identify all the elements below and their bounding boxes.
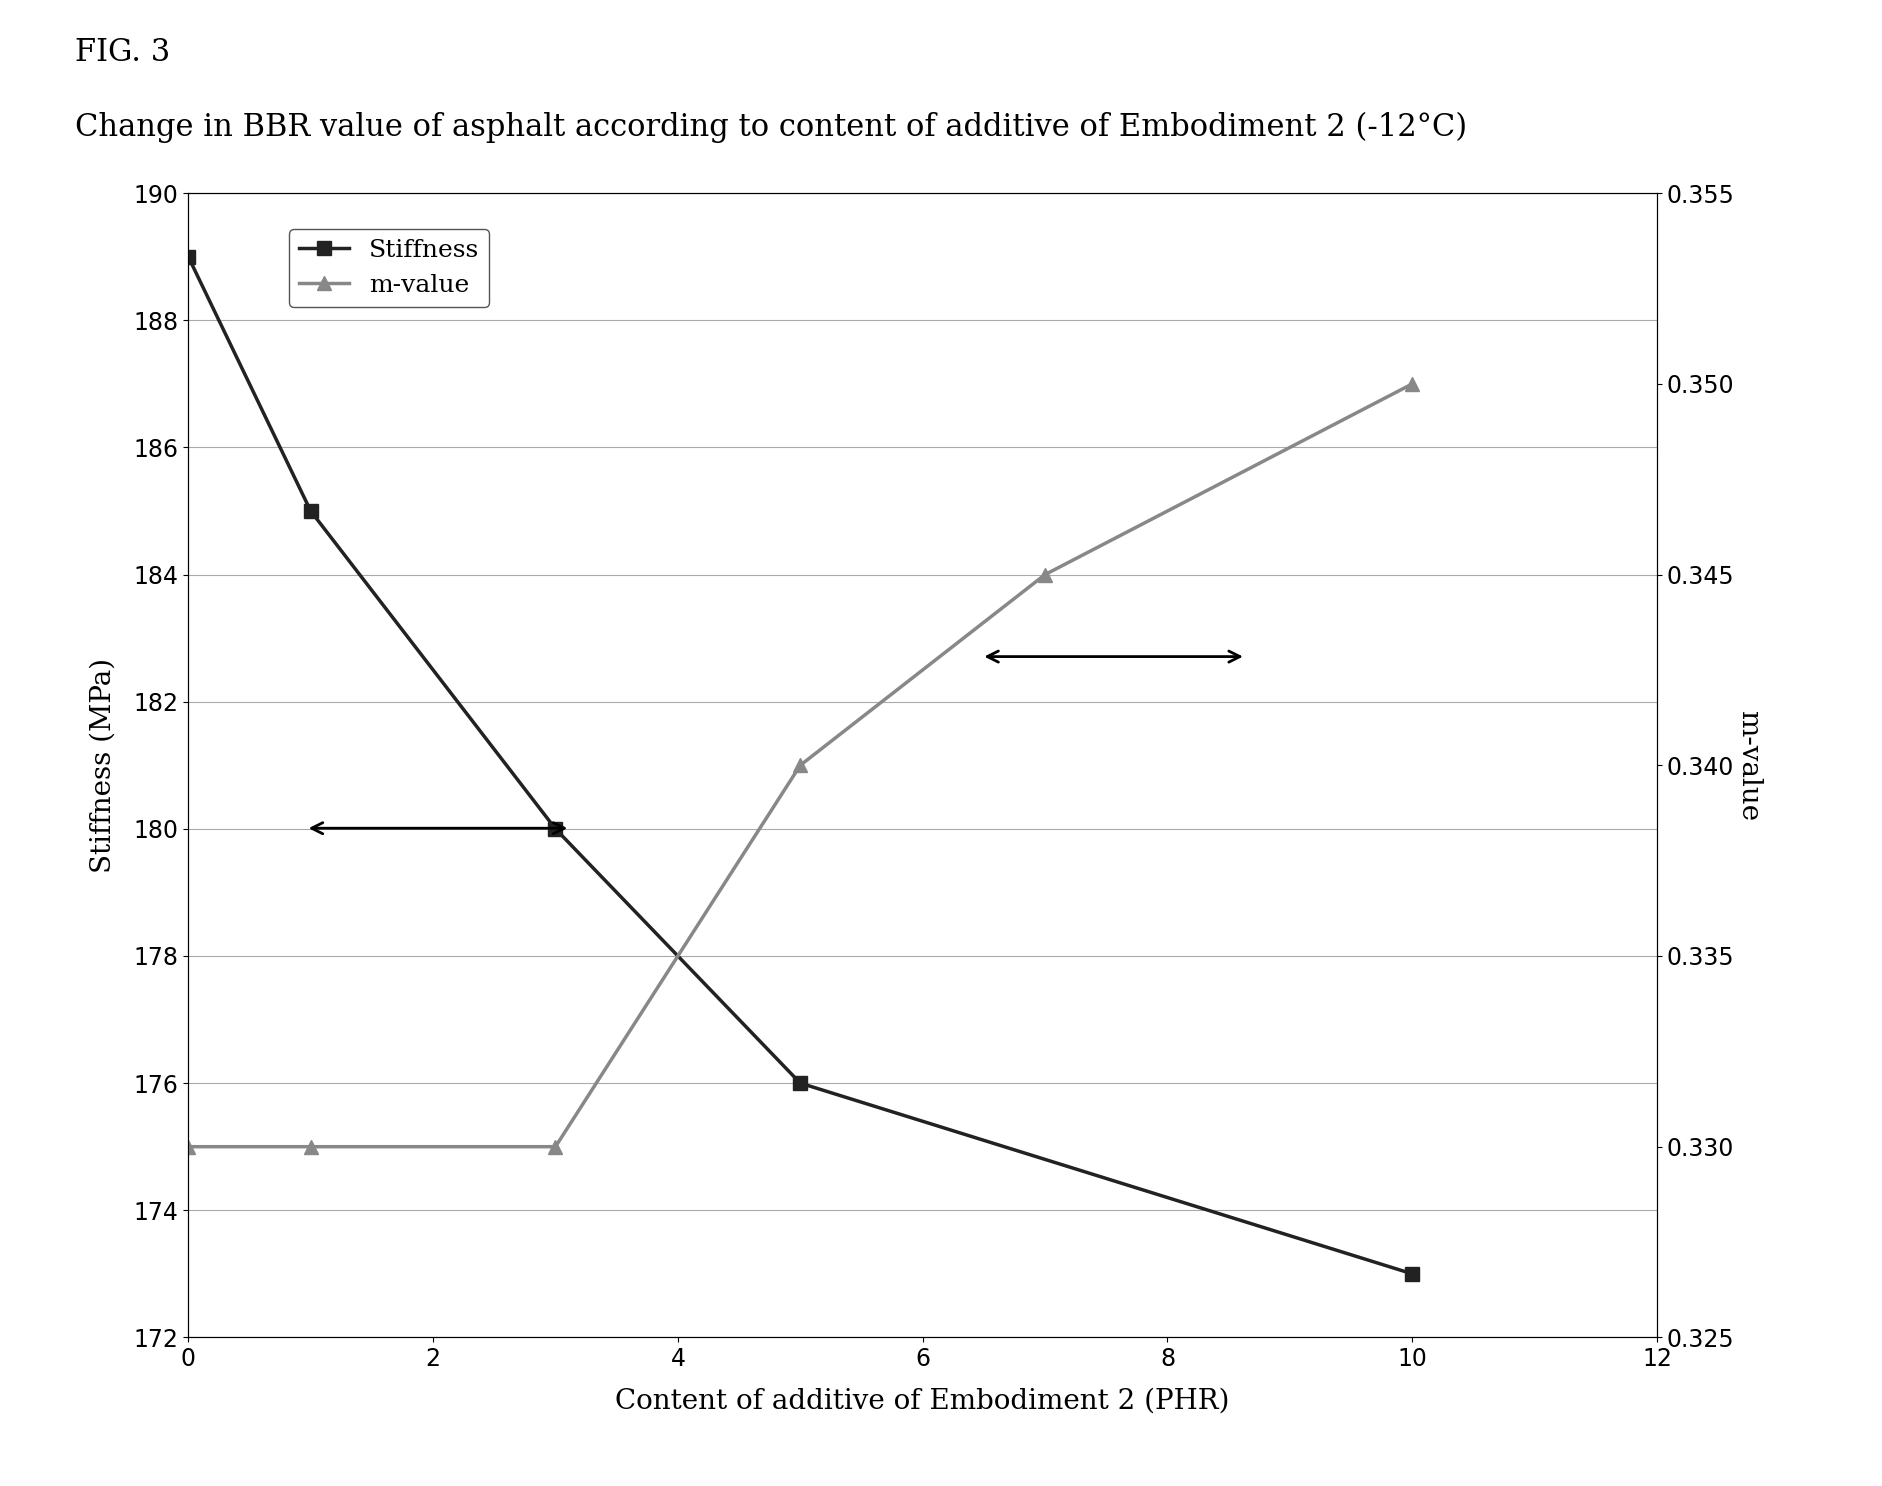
X-axis label: Content of additive of Embodiment 2 (PHR): Content of additive of Embodiment 2 (PHR…	[615, 1388, 1229, 1415]
Legend: Stiffness, m-value: Stiffness, m-value	[288, 229, 489, 308]
Text: Change in BBR value of asphalt according to content of additive of Embodiment 2 : Change in BBR value of asphalt according…	[75, 111, 1466, 143]
Y-axis label: m-value: m-value	[1735, 710, 1762, 820]
Y-axis label: Stiffness (MPa): Stiffness (MPa)	[90, 658, 117, 872]
Text: FIG. 3: FIG. 3	[75, 37, 171, 68]
